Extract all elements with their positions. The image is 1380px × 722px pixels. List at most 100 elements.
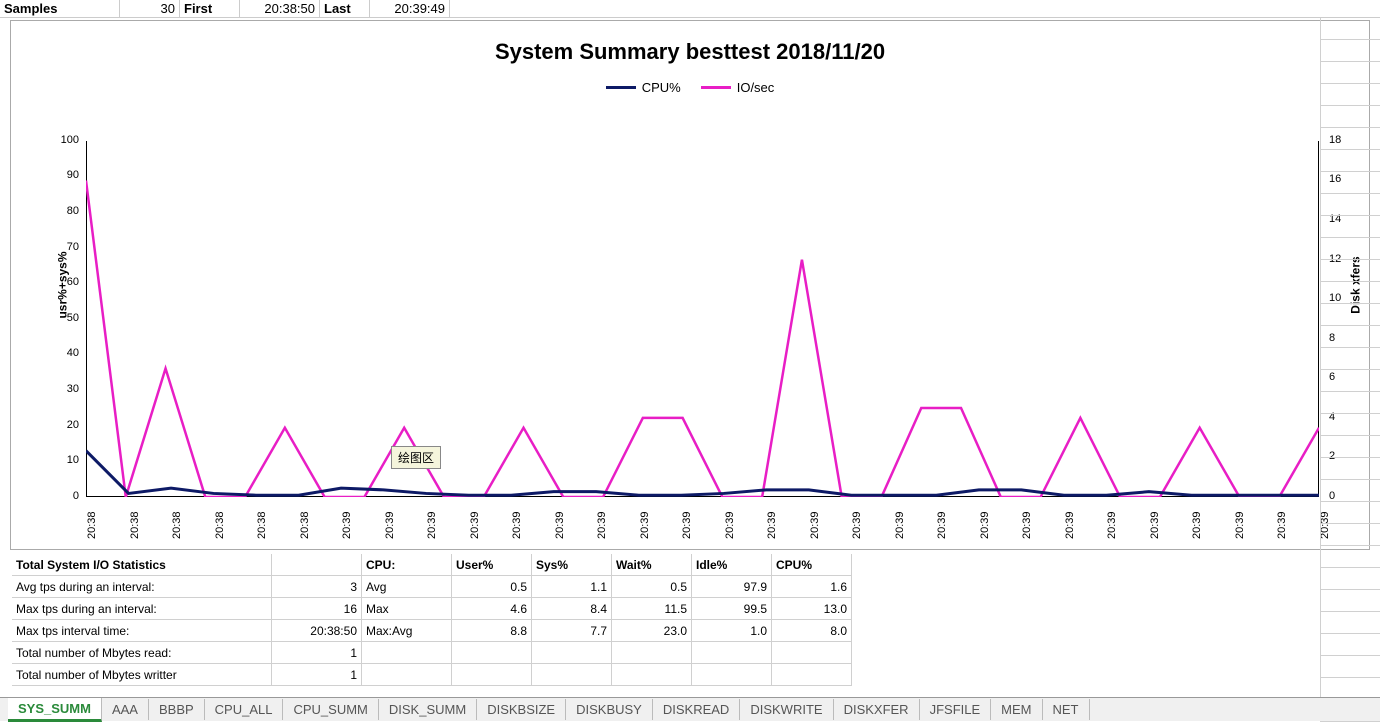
cpu-stat-value — [532, 642, 612, 664]
io-stats-header: Total System I/O Statistics — [12, 554, 272, 576]
sheet-tab-sys_summ[interactable]: SYS_SUMM — [8, 698, 102, 722]
x-tick-label: 20:39 — [894, 511, 906, 539]
x-tick-label: 20:39 — [1276, 511, 1288, 539]
io-series-line — [86, 181, 1319, 497]
x-tick-label: 20:38 — [129, 511, 141, 539]
x-tick-label: 20:38 — [256, 511, 268, 539]
cpu-stat-value: 8.8 — [452, 620, 532, 642]
y-left-tick: 40 — [67, 347, 79, 359]
x-tick-label: 20:39 — [809, 511, 821, 539]
x-tick-label: 20:39 — [426, 511, 438, 539]
y-left-tick: 70 — [67, 241, 79, 253]
legend-item: CPU% — [606, 80, 681, 95]
cpu-row-label: Max — [362, 598, 452, 620]
x-tick-label: 20:39 — [596, 511, 608, 539]
cpu-row-label: Avg — [362, 576, 452, 598]
x-tick-label: 20:39 — [639, 511, 651, 539]
x-tick-label: 20:39 — [511, 511, 523, 539]
io-stat-value: 20:38:50 — [272, 620, 362, 642]
sheet-tab-bbbp[interactable]: BBBP — [149, 699, 205, 720]
cpu-stat-value: 8.4 — [532, 598, 612, 620]
io-stat-label: Max tps during an interval: — [12, 598, 272, 620]
y-left-tick: 100 — [61, 134, 79, 146]
stats-row: Total number of Mbytes writter1 — [12, 664, 1370, 686]
y-left-tick: 90 — [67, 169, 79, 181]
cpu-stat-value — [532, 664, 612, 686]
cpu-stat-value: 97.9 — [692, 576, 772, 598]
sheet-tab-diskread[interactable]: DISKREAD — [653, 699, 740, 720]
legend-label: IO/sec — [737, 80, 775, 95]
sheet-tab-diskbusy[interactable]: DISKBUSY — [566, 699, 653, 720]
io-stat-label: Avg tps during an interval: — [12, 576, 272, 598]
x-tick-label: 20:38 — [171, 511, 183, 539]
io-stat-label: Total number of Mbytes read: — [12, 642, 272, 664]
io-stat-value: 3 — [272, 576, 362, 598]
first-value: 20:38:50 — [240, 0, 320, 17]
cpu-stat-value: 8.0 — [772, 620, 852, 642]
sheet-tab-diskbsize[interactable]: DISKBSIZE — [477, 699, 566, 720]
chart-title: System Summary besttest 2018/11/20 — [11, 21, 1369, 65]
top-info-bar: Samples 30 First 20:38:50 Last 20:39:49 — [0, 0, 1380, 18]
legend-swatch — [701, 86, 731, 89]
cpu-stat-value — [452, 664, 532, 686]
y-left-tick: 80 — [67, 205, 79, 217]
last-label: Last — [320, 0, 370, 17]
tooltip: 绘图区 — [391, 446, 441, 469]
sheet-tab-diskxfer[interactable]: DISKXFER — [834, 699, 920, 720]
x-tick-label: 20:39 — [936, 511, 948, 539]
cpu-stat-value: 4.6 — [452, 598, 532, 620]
io-stat-label: Total number of Mbytes writter — [12, 664, 272, 686]
cpu-stat-value: 1.0 — [692, 620, 772, 642]
y-left-tick: 0 — [73, 490, 79, 502]
sheet-tab-cpu_all[interactable]: CPU_ALL — [205, 699, 284, 720]
y-left-tick: 10 — [67, 454, 79, 466]
col-idle: Idle% — [692, 554, 772, 576]
sheet-tab-disk_summ[interactable]: DISK_SUMM — [379, 699, 477, 720]
x-axis: 20:3820:3820:3820:3820:3820:3820:3920:39… — [86, 501, 1319, 541]
y-left-tick: 60 — [67, 276, 79, 288]
cpu-stat-value: 7.7 — [532, 620, 612, 642]
cpu-row-label: Max:Avg — [362, 620, 452, 642]
io-stat-value: 1 — [272, 664, 362, 686]
y-left-tick: 30 — [67, 383, 79, 395]
x-tick-label: 20:39 — [724, 511, 736, 539]
col-sys: Sys% — [532, 554, 612, 576]
io-stat-value: 16 — [272, 598, 362, 620]
x-tick-label: 20:39 — [1106, 511, 1118, 539]
cpu-stat-value — [612, 642, 692, 664]
col-wait: Wait% — [612, 554, 692, 576]
x-tick-label: 20:39 — [1234, 511, 1246, 539]
sheet-tab-diskwrite[interactable]: DISKWRITE — [740, 699, 833, 720]
x-tick-label: 20:39 — [341, 511, 353, 539]
x-tick-label: 20:38 — [214, 511, 226, 539]
cpu-stat-value: 13.0 — [772, 598, 852, 620]
io-stat-label: Max tps interval time: — [12, 620, 272, 642]
samples-value: 30 — [120, 0, 180, 17]
sheet-tab-mem[interactable]: MEM — [991, 699, 1042, 720]
y-left-tick: 50 — [67, 312, 79, 324]
sheet-tab-aaa[interactable]: AAA — [102, 699, 149, 720]
cpu-row-label — [362, 642, 452, 664]
chart-legend: CPU% IO/sec — [11, 65, 1369, 95]
sheet-tabs: SYS_SUMMAAABBBPCPU_ALLCPU_SUMMDISK_SUMMD… — [0, 697, 1380, 721]
x-tick-label: 20:39 — [681, 511, 693, 539]
stats-area: Total System I/O Statistics CPU: User% S… — [12, 554, 1370, 686]
x-tick-label: 20:39 — [1191, 511, 1203, 539]
cpu-stat-value — [772, 664, 852, 686]
cpu-stat-value: 0.5 — [452, 576, 532, 598]
sheet-tab-net[interactable]: NET — [1043, 699, 1090, 720]
cpu-stat-value: 11.5 — [612, 598, 692, 620]
x-tick-label: 20:39 — [766, 511, 778, 539]
x-tick-label: 20:39 — [384, 511, 396, 539]
cpu-header: CPU: — [362, 554, 452, 576]
cpu-stat-value — [692, 642, 772, 664]
cpu-stat-value: 1.6 — [772, 576, 852, 598]
x-tick-label: 20:39 — [1021, 511, 1033, 539]
x-tick-label: 20:39 — [1064, 511, 1076, 539]
stats-row: Max tps interval time:20:38:50Max:Avg8.8… — [12, 620, 1370, 642]
plot-area: 绘图区 — [86, 141, 1319, 497]
y-axis-left: 0102030405060708090100 — [51, 141, 81, 497]
sheet-tab-jfsfile[interactable]: JFSFILE — [920, 699, 992, 720]
sheet-tab-cpu_summ[interactable]: CPU_SUMM — [283, 699, 378, 720]
x-tick-label: 20:38 — [299, 511, 311, 539]
